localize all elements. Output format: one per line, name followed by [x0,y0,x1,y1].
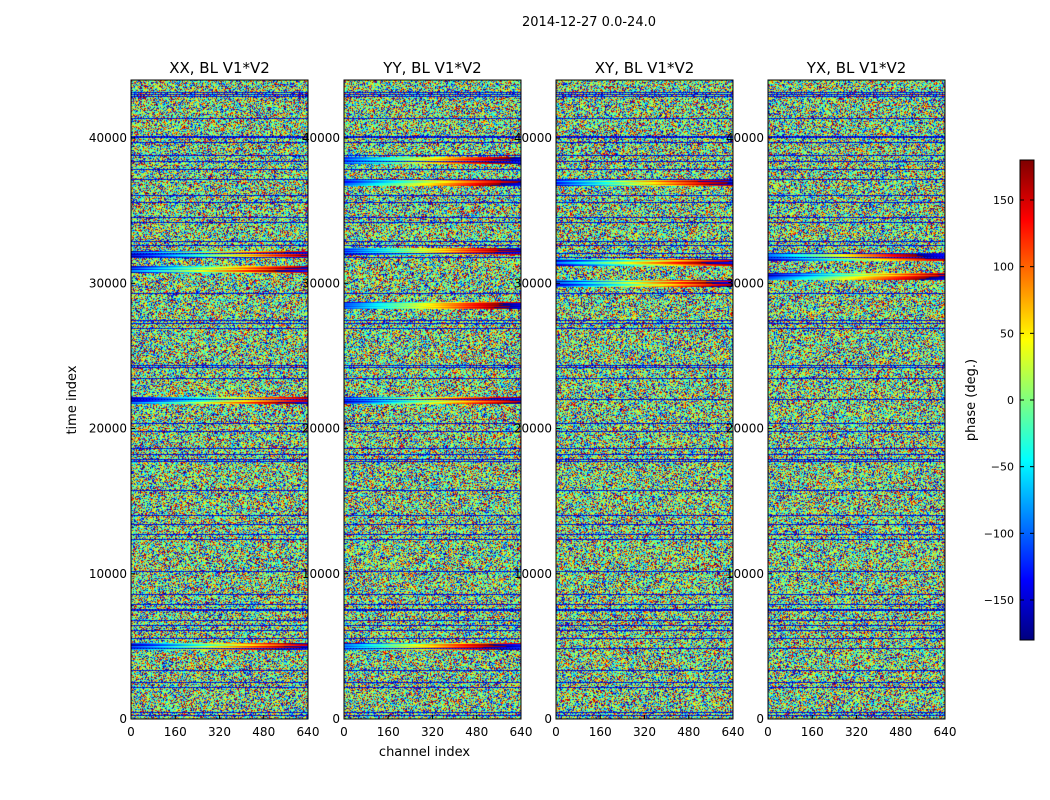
colorbar-tick-label: 0 [1007,394,1014,407]
figure-suptitle: 2014-12-27 0.0-24.0 [522,15,656,30]
y-tick-label: 40000 [302,131,340,145]
y-tick-label: 40000 [726,131,764,145]
colorbar-tick-label: 150 [993,194,1014,207]
y-tick-label: 10000 [302,567,340,581]
panel-yx: YX, BL V1*V2 0 160 320 480 640 0 10000 20000 3000… [726,59,957,739]
x-tick-label: 160 [589,725,612,739]
heatmap-image [556,80,733,719]
x-tick-label: 0 [340,725,348,739]
colorbar-tick-label: 100 [993,261,1014,274]
x-tick-label: 320 [421,725,444,739]
colorbar: phase (deg.) −150 −100 −50 0 50 100 150 [964,159,1035,641]
panel-xy: XY, BL V1*V2 0 160 320 480 640 0 10000 20000 3000… [514,59,745,739]
x-tick-label: 0 [764,725,772,739]
x-tick-label: 320 [845,725,868,739]
x-tick-label: 0 [127,725,135,739]
panel-title: YY, BL V1*V2 [382,59,481,77]
x-tick-label: 480 [677,725,700,739]
x-tick-label: 640 [934,725,957,739]
panel-xx: XX, BL V1*V2 0 160 320 480 640 0 10000 20000 3000… [89,59,320,739]
x-tick-label: 480 [252,725,275,739]
panel-title: XX, BL V1*V2 [169,59,270,77]
x-tick-label: 160 [377,725,400,739]
heatmap-image [344,80,521,719]
x-tick-label: 640 [510,725,533,739]
x-tick-label: 320 [633,725,656,739]
y-tick-label: 0 [544,712,552,726]
x-axis-label: channel index [379,745,470,760]
y-tick-label: 40000 [514,131,552,145]
colorbar-tick-label: −50 [991,461,1014,474]
y-tick-label: 10000 [726,567,764,581]
y-tick-label: 0 [119,712,127,726]
y-tick-label: 20000 [726,422,764,436]
y-tick-label: 30000 [726,276,764,290]
panel-yy: YY, BL V1*V2 0 160 320 480 640 0 10000 20000 3000… [302,59,533,760]
y-tick-label: 20000 [514,422,552,436]
x-tick-label: 160 [801,725,824,739]
x-tick-label: 480 [889,725,912,739]
x-tick-label: 0 [552,725,560,739]
x-tick-label: 640 [297,725,320,739]
x-tick-label: 320 [208,725,231,739]
y-tick-label: 30000 [514,276,552,290]
x-tick-label: 160 [164,725,187,739]
y-tick-label: 40000 [89,131,127,145]
x-tick-label: 640 [722,725,745,739]
panel-title: YX, BL V1*V2 [806,59,907,77]
heatmap-image [768,80,945,719]
y-tick-label: 0 [332,712,340,726]
panel-title: XY, BL V1*V2 [595,59,695,77]
y-tick-label: 20000 [89,422,127,436]
y-tick-label: 20000 [302,422,340,436]
y-tick-label: 30000 [89,276,127,290]
colorbar-tick-label: −150 [984,594,1014,607]
heatmap-image [131,80,308,719]
y-tick-label: 0 [756,712,764,726]
y-axis-label: time index [65,365,80,434]
colorbar-tick-label: 50 [1000,327,1014,340]
colorbar-tick-label: −100 [984,527,1014,540]
colorbar-label: phase (deg.) [964,359,979,441]
x-tick-label: 480 [465,725,488,739]
y-tick-label: 30000 [302,276,340,290]
y-tick-label: 10000 [514,567,552,581]
y-tick-label: 10000 [89,567,127,581]
